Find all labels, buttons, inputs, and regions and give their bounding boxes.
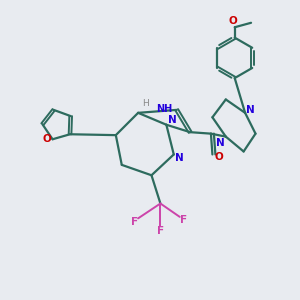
Text: NH: NH	[156, 104, 172, 114]
Text: N: N	[175, 153, 184, 163]
Text: O: O	[229, 16, 238, 26]
Text: F: F	[157, 226, 164, 236]
Text: F: F	[180, 215, 187, 225]
Text: N: N	[216, 138, 225, 148]
Text: O: O	[214, 152, 223, 162]
Text: F: F	[131, 217, 138, 227]
Text: H: H	[142, 99, 149, 108]
Text: N: N	[246, 105, 255, 115]
Text: O: O	[43, 134, 52, 144]
Text: N: N	[168, 115, 177, 125]
